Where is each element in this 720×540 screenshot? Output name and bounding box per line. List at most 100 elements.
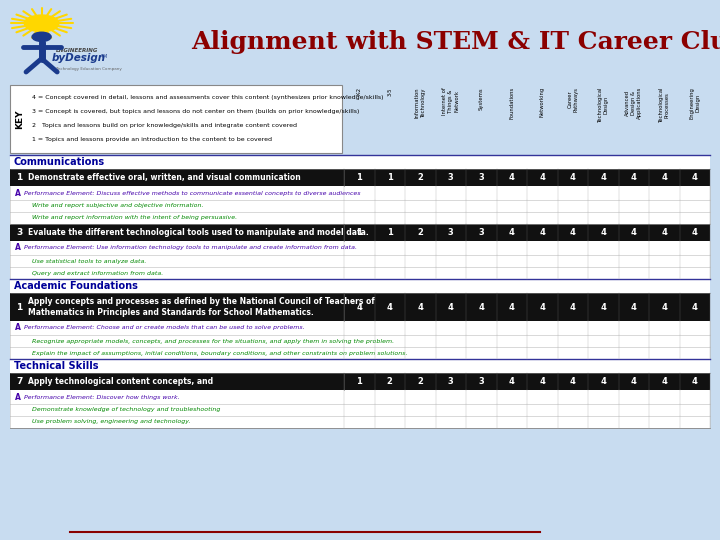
Text: Apply technological content concepts, and: Apply technological content concepts, an…	[28, 377, 213, 386]
Text: 3: 3	[478, 228, 484, 237]
Text: 4: 4	[631, 377, 636, 386]
Text: Networking: Networking	[540, 87, 545, 117]
Text: 4: 4	[509, 228, 515, 237]
Text: Recognize appropriate models, concepts, and processes for the situations, and ap: Recognize appropriate models, concepts, …	[32, 339, 394, 343]
Bar	[10, 224, 710, 241]
Text: 3: 3	[448, 377, 454, 386]
Text: Query and extract information from data.: Query and extract information from data.	[32, 271, 163, 275]
Text: A: A	[15, 244, 21, 253]
Text: Technological
Design: Technological Design	[598, 87, 608, 123]
Text: Alignment with STEM & IT Career Clusters: Alignment with STEM & IT Career Clusters	[191, 30, 720, 54]
Text: 3: 3	[16, 228, 22, 237]
Bar	[10, 335, 710, 347]
Text: Communications: Communications	[14, 157, 105, 167]
Text: 3-5: 3-5	[387, 87, 392, 96]
Bar	[10, 390, 710, 404]
Text: Information
Technology: Information Technology	[415, 87, 426, 118]
Text: Use statistical tools to analyze data.: Use statistical tools to analyze data.	[32, 259, 146, 264]
Text: 1: 1	[356, 377, 362, 386]
Text: 3: 3	[478, 173, 484, 182]
Text: 4: 4	[539, 302, 545, 312]
Text: 4: 4	[509, 377, 515, 386]
Text: 4: 4	[570, 173, 576, 182]
Text: 3: 3	[478, 377, 484, 386]
Text: ENGINEERING: ENGINEERING	[55, 48, 98, 53]
Text: Career
Pathways: Career Pathways	[567, 87, 578, 112]
Text: KEY: KEY	[16, 109, 24, 129]
Bar	[10, 279, 710, 293]
Text: 4: 4	[661, 302, 667, 312]
Text: Write and report information with the intent of being persuasive.: Write and report information with the in…	[32, 215, 237, 220]
Text: 4: 4	[539, 173, 545, 182]
Bar	[10, 85, 342, 153]
Text: A: A	[15, 393, 21, 402]
Bar	[10, 267, 710, 279]
Text: 1: 1	[356, 228, 362, 237]
Text: 1: 1	[387, 173, 392, 182]
Text: 4: 4	[570, 302, 576, 312]
Circle shape	[24, 15, 59, 32]
Bar	[10, 404, 710, 416]
Text: K-2: K-2	[356, 87, 361, 95]
Text: Explain the impact of assumptions, initial conditions, boundary conditions, and : Explain the impact of assumptions, initi…	[32, 350, 408, 355]
Text: Technological
Processes: Technological Processes	[659, 87, 670, 123]
Text: 1: 1	[16, 173, 22, 182]
Text: 4: 4	[661, 228, 667, 237]
Text: Advanced
Design &
Applications: Advanced Design & Applications	[626, 87, 642, 119]
Text: Use problem solving, engineering and technology.: Use problem solving, engineering and tec…	[32, 420, 191, 424]
Text: A: A	[15, 188, 21, 198]
Bar	[10, 169, 710, 186]
Text: Systems: Systems	[479, 87, 484, 110]
Text: 4: 4	[356, 302, 362, 312]
Text: 2: 2	[387, 377, 392, 386]
Text: 4: 4	[509, 302, 515, 312]
Text: Engineering
Design: Engineering Design	[689, 87, 700, 119]
Text: Internet of
Things &
Network: Internet of Things & Network	[443, 87, 459, 115]
Bar	[10, 155, 710, 169]
Text: Write and report subjective and objective information.: Write and report subjective and objectiv…	[32, 204, 204, 208]
Text: 4: 4	[600, 173, 606, 182]
Bar	[10, 347, 710, 359]
Text: 2: 2	[418, 173, 423, 182]
Text: 4: 4	[631, 302, 636, 312]
Text: TM: TM	[100, 55, 107, 59]
Text: Apply concepts and processes as defined by the National Council of Teachers of
M: Apply concepts and processes as defined …	[28, 298, 374, 316]
Text: 4: 4	[600, 377, 606, 386]
Text: 4: 4	[448, 302, 454, 312]
Text: Performance Element: Choose and or create models that can be used to solve probl: Performance Element: Choose and or creat…	[24, 326, 305, 330]
Bar	[10, 255, 710, 267]
Text: 4: 4	[692, 302, 698, 312]
Bar	[10, 212, 710, 224]
Circle shape	[32, 32, 51, 42]
Text: 4: 4	[661, 377, 667, 386]
Text: 4: 4	[478, 302, 484, 312]
Bar	[10, 241, 710, 255]
Text: 3 = Concept is covered, but topics and lessons do not center on them (builds on : 3 = Concept is covered, but topics and l…	[32, 109, 359, 114]
Text: 4: 4	[692, 173, 698, 182]
Text: 4: 4	[539, 228, 545, 237]
Text: A: A	[15, 323, 21, 333]
Bar	[10, 293, 710, 321]
Text: byDesign: byDesign	[52, 53, 106, 63]
Text: 4: 4	[600, 302, 606, 312]
Text: 3: 3	[448, 173, 454, 182]
Text: 1: 1	[356, 173, 362, 182]
Text: Performance Element: Discuss effective methods to communicate essential concepts: Performance Element: Discuss effective m…	[24, 191, 361, 195]
Text: Foundations: Foundations	[509, 87, 514, 119]
Text: 1: 1	[387, 228, 392, 237]
Text: Performance Element: Use information technology tools to manipulate and create i: Performance Element: Use information tec…	[24, 246, 357, 251]
Text: 7: 7	[16, 377, 22, 386]
Text: Academic Foundations: Academic Foundations	[14, 281, 138, 291]
Text: 4: 4	[631, 228, 636, 237]
Text: Technical Skills: Technical Skills	[14, 361, 99, 371]
Bar	[10, 373, 710, 390]
Bar	[10, 321, 710, 335]
Text: Demonstrate effective oral, written, and visual communication: Demonstrate effective oral, written, and…	[28, 173, 301, 182]
Bar	[10, 200, 710, 212]
Text: 4: 4	[631, 173, 636, 182]
Text: 4: 4	[418, 302, 423, 312]
Bar	[10, 359, 710, 373]
Text: 4: 4	[692, 377, 698, 386]
Text: 4: 4	[387, 302, 392, 312]
Text: A Technology Education Company: A Technology Education Company	[52, 68, 122, 71]
